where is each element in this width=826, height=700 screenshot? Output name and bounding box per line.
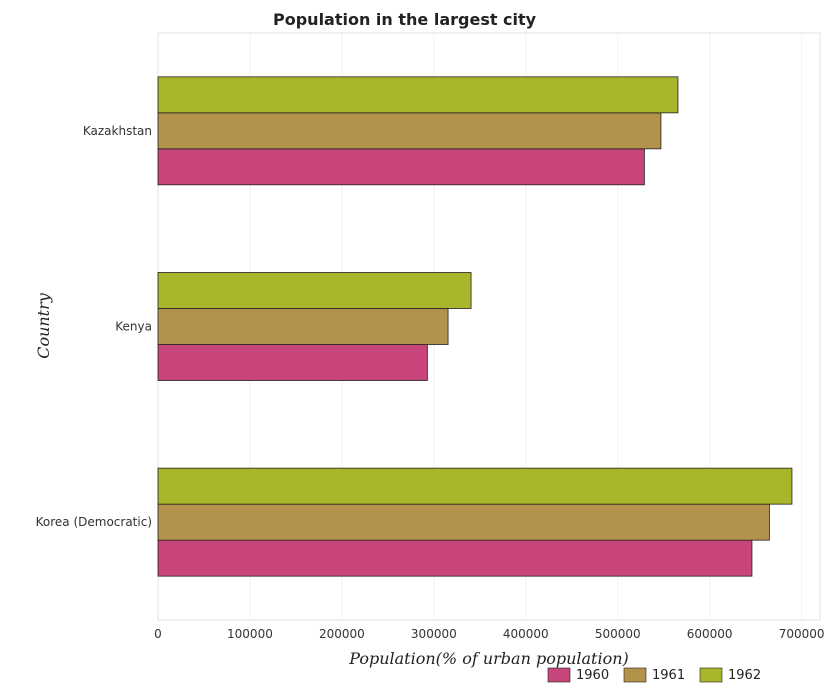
bar-kazakhstan-1960 <box>157 148 645 186</box>
x-axis-label: Population(% of urban population) <box>348 649 629 668</box>
y-tick-label: Kazakhstan <box>83 124 152 138</box>
x-tick-label: 500000 <box>595 627 641 641</box>
legend-swatch-1962 <box>699 667 723 683</box>
x-tick-label: 600000 <box>687 627 733 641</box>
x-tick-label: 300000 <box>411 627 457 641</box>
legend-swatch-1961 <box>623 667 647 683</box>
bar-korea-democratic--1961 <box>157 503 770 541</box>
bar-kazakhstan-1961 <box>157 112 662 150</box>
legend-swatch-1960 <box>547 667 571 683</box>
legend-label-1960: 1960 <box>576 668 609 683</box>
x-tick-label: 0 <box>154 627 162 641</box>
bars <box>157 76 793 577</box>
legend-label-1961: 1961 <box>652 668 685 683</box>
bar-korea-democratic--1960 <box>157 539 753 577</box>
x-tick-label: 400000 <box>503 627 549 641</box>
y-tick-label: Korea (Democratic) <box>36 515 152 529</box>
chart-title: Population in the largest city <box>273 10 537 29</box>
legend-label-1962: 1962 <box>728 668 761 683</box>
x-tick-label: 700000 <box>779 627 825 641</box>
legend: 1960 1961 1962 <box>547 667 761 683</box>
x-tick-label: 100000 <box>227 627 273 641</box>
x-tick-label: 200000 <box>319 627 365 641</box>
bar-kenya-1960 <box>157 344 428 381</box>
y-tick-label: Kenya <box>115 320 152 334</box>
bar-korea-democratic--1962 <box>157 467 793 505</box>
bar-kazakhstan-1962 <box>157 76 679 114</box>
bar-kenya-1962 <box>157 272 472 309</box>
x-tick-labels: 0 100000 200000 300000 400000 500000 600000 700… <box>154 627 824 641</box>
bar-kenya-1961 <box>157 308 449 345</box>
y-tick-labels: Kazakhstan Kenya Korea (Democratic) <box>36 124 152 529</box>
y-axis-label: Country <box>34 292 53 359</box>
